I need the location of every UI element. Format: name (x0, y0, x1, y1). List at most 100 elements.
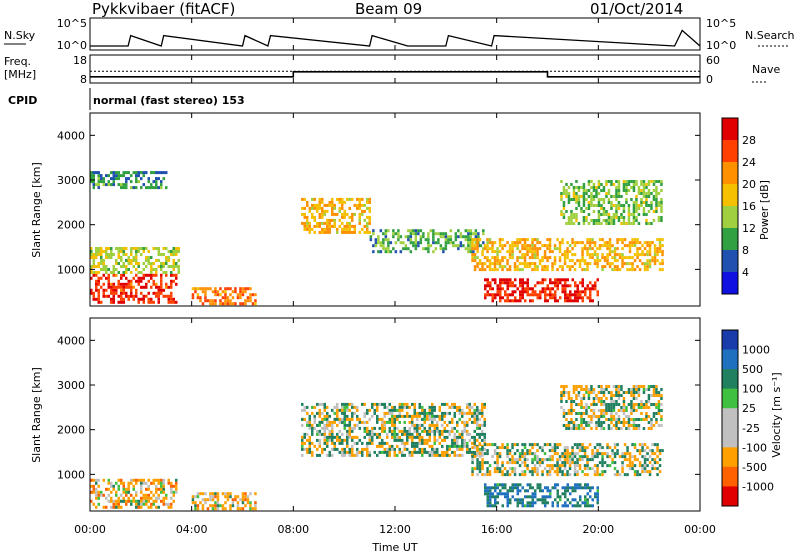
echo-cell (424, 238, 428, 242)
echo-cell (140, 478, 143, 482)
echo-cell (142, 493, 145, 497)
echo-cell (650, 394, 653, 397)
echo-cell (358, 450, 361, 454)
echo-cell (441, 453, 444, 457)
echo-cell (90, 250, 93, 253)
echo-cell (573, 452, 577, 456)
echo-cell (539, 293, 542, 297)
echo-cell (391, 429, 394, 433)
echo-cell (523, 238, 527, 242)
echo-cell (608, 241, 612, 245)
echo-cell (498, 259, 502, 263)
echo-cell (372, 244, 375, 248)
echo-cell (102, 250, 105, 253)
echo-cell (587, 207, 591, 210)
echo-cell (97, 297, 100, 301)
echo-cell (105, 288, 108, 292)
echo-cell (90, 271, 93, 274)
echo-cell (607, 180, 611, 183)
echo-cell (216, 492, 220, 496)
echo-cell (378, 435, 381, 439)
echo-cell (170, 505, 173, 509)
echo-cell (157, 297, 160, 301)
echo-cell (640, 406, 643, 409)
echo-cell (150, 481, 153, 485)
echo-cell (301, 438, 304, 442)
echo-cell (145, 496, 148, 500)
echo-cell (633, 473, 637, 477)
echo-cell (196, 495, 200, 499)
echo-cell (92, 265, 95, 268)
echo-cell (436, 426, 439, 430)
echo-cell (397, 238, 400, 242)
echo-cell (613, 259, 617, 263)
echo-cell (551, 455, 554, 459)
echo-cell (566, 504, 569, 508)
echo-cell (628, 247, 632, 251)
echo-cell (617, 183, 621, 186)
echo-cell (484, 483, 487, 487)
echo-cell (553, 262, 557, 266)
echo-cell (652, 412, 656, 415)
echo-cell (391, 435, 394, 439)
echo-cell (239, 498, 242, 502)
echo-cell (585, 219, 588, 222)
echo-cell (658, 268, 662, 272)
echo-cell (366, 426, 369, 430)
echo-cell (519, 498, 522, 502)
echo-cell (577, 394, 581, 397)
echo-cell (610, 204, 613, 207)
echo-cell (610, 397, 613, 400)
echo-cell (407, 247, 410, 251)
echo-cell (563, 455, 567, 459)
echo-cell (117, 285, 120, 289)
echo-cell (551, 464, 554, 468)
echo-cell (589, 293, 592, 297)
echo-cell (622, 186, 626, 189)
echo-cell (652, 210, 656, 213)
echo-cell (518, 473, 522, 477)
echo-cell (466, 441, 469, 445)
echo-cell (313, 444, 316, 448)
echo-cell (561, 486, 564, 490)
echo-cell (110, 288, 113, 292)
echo-cell (408, 426, 411, 430)
echo-cell (421, 450, 424, 454)
echo-cell (621, 470, 624, 474)
echo-cell (611, 452, 614, 456)
echo-cell (125, 259, 128, 262)
echo-cell (623, 262, 627, 266)
echo-cell (97, 288, 100, 292)
echo-cell (306, 200, 309, 204)
echo-cell (570, 213, 573, 216)
echo-cell (115, 259, 118, 262)
echo-cell (418, 450, 421, 454)
echo-cell (553, 452, 557, 456)
echo-cell (140, 247, 143, 250)
echo-cell (597, 391, 601, 394)
echo-cell (541, 290, 544, 294)
echo-cell (472, 232, 475, 236)
echo-cell (381, 402, 384, 406)
echo-cell (135, 288, 138, 292)
echo-cell (611, 250, 614, 254)
echo-cell (150, 490, 153, 494)
echo-cell (563, 259, 567, 263)
nsky-right-tick-bottom: 10^0 (706, 39, 736, 52)
echo-cell (471, 247, 474, 251)
echo-cell (488, 262, 492, 266)
echo-cell (551, 467, 554, 471)
echo-cell (142, 276, 145, 280)
echo-cell (409, 241, 413, 245)
echo-cell (454, 235, 458, 239)
echo-cell (622, 210, 626, 213)
echo-cell (397, 235, 400, 239)
velocity-colorbar-tick: 25 (742, 402, 756, 415)
echo-cell (382, 244, 385, 248)
echo-cell (595, 222, 598, 225)
echo-cell (640, 180, 643, 183)
echo-cell (241, 495, 245, 499)
echo-cell (616, 449, 619, 453)
echo-cell (578, 443, 582, 447)
echo-cell (363, 411, 366, 415)
